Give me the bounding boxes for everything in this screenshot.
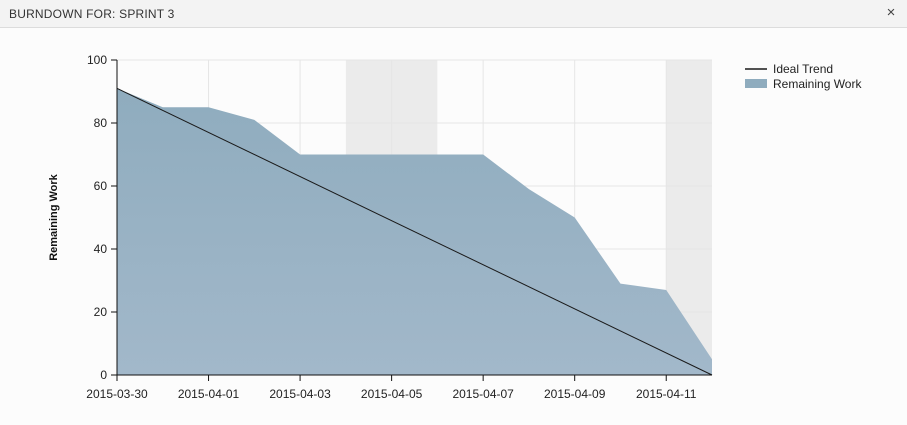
x-tick-label-2: 2015-04-03 — [269, 387, 331, 401]
y-axis-label: Remaining Work — [48, 173, 60, 260]
legend-swatch-remaining-work — [745, 79, 767, 88]
axes: 0 20 40 60 80 100 2015-03-30 2015-04-01 2015-04-… — [86, 53, 712, 401]
y-tick-label-0: 0 — [100, 368, 107, 382]
y-tick-label-80: 80 — [94, 116, 108, 130]
x-tick-label-6: 2015-04-11 — [636, 387, 697, 401]
y-tick-label-100: 100 — [87, 53, 107, 67]
y-tick-label-60: 60 — [94, 179, 108, 193]
x-tick-label-4: 2015-04-07 — [452, 387, 514, 401]
ideal-trend-series — [116, 87, 713, 376]
dialog-titlebar: BURNDOWN FOR: SPRINT 3 × — [0, 0, 907, 28]
dialog-title: BURNDOWN FOR: SPRINT 3 — [9, 7, 175, 21]
x-tick-label-1: 2015-04-01 — [178, 387, 240, 401]
x-tick-label-0: 2015-03-30 — [86, 387, 148, 401]
y-tick-label-20: 20 — [94, 305, 108, 319]
close-icon[interactable]: × — [886, 4, 896, 21]
burndown-chart: 0 20 40 60 80 100 2015-03-30 2015-04-01 2015-04-… — [48, 53, 862, 401]
legend-label-ideal-trend: Ideal Trend — [773, 62, 833, 76]
y-tick-label-40: 40 — [94, 242, 108, 256]
legend-label-remaining-work: Remaining Work — [773, 77, 862, 91]
ideal-trend-line — [116, 87, 713, 376]
x-tick-label-5: 2015-04-09 — [544, 387, 606, 401]
x-tick-label-3: 2015-04-05 — [361, 387, 423, 401]
